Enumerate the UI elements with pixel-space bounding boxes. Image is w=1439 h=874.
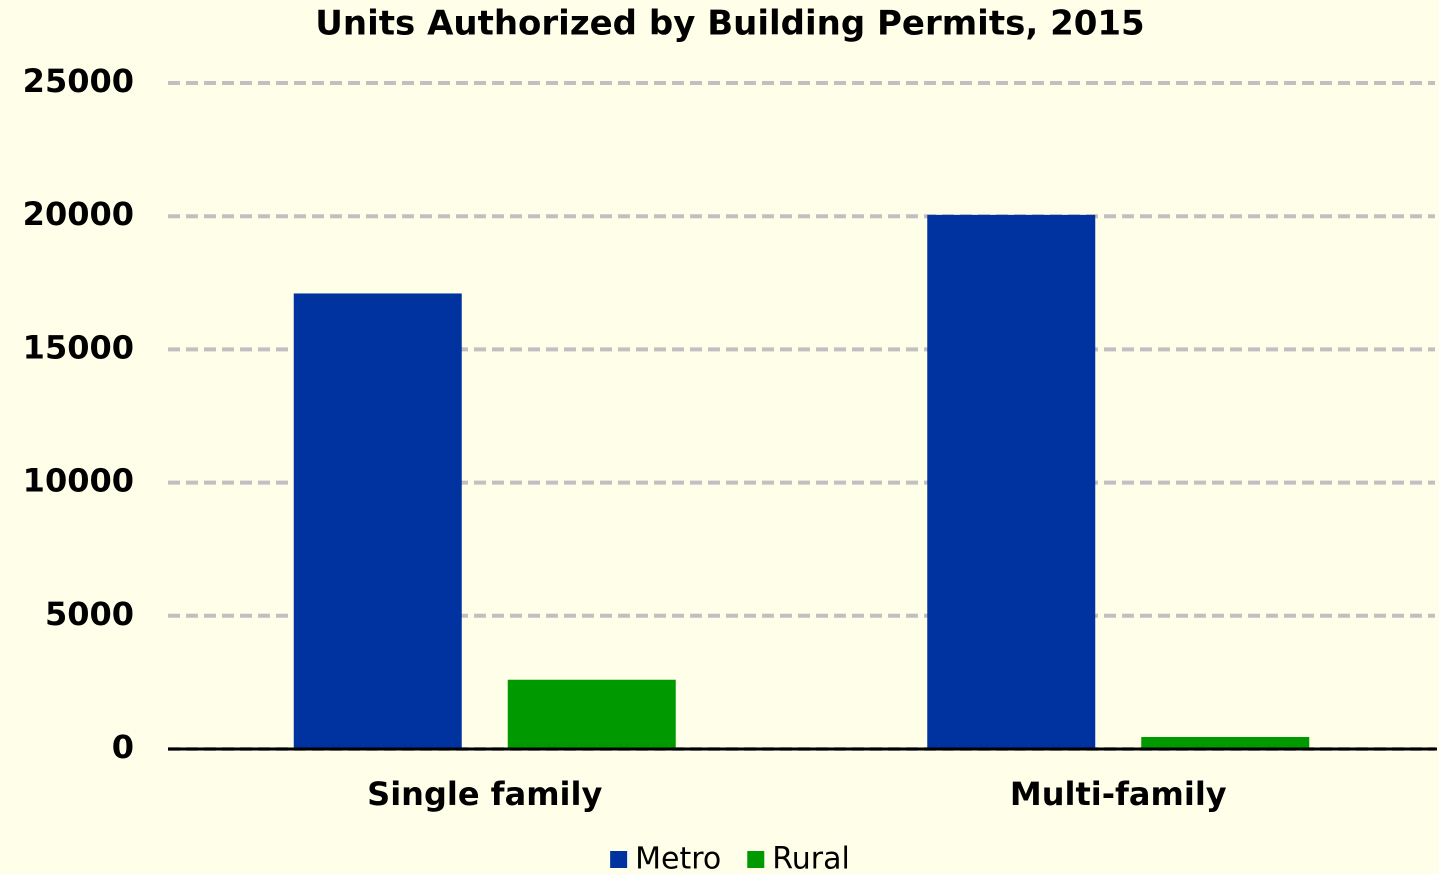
legend-swatch <box>610 851 628 868</box>
bar <box>927 214 1096 750</box>
legend-label: Metro <box>635 842 721 874</box>
y-tick-label: 20000 <box>23 195 134 233</box>
chart-title: Units Authorized by Building Permits, 20… <box>315 4 1144 44</box>
y-tick-label: 0 <box>112 728 134 766</box>
bar <box>1141 737 1310 749</box>
y-tick-label: 10000 <box>23 462 134 500</box>
legend-label: Rural <box>772 842 850 874</box>
x-tick-label: Multi-family <box>1010 775 1227 813</box>
y-tick-label: 25000 <box>23 62 134 100</box>
legend-swatch <box>747 851 765 868</box>
x-tick-label: Single family <box>367 775 602 813</box>
bar <box>507 679 676 749</box>
bar <box>293 293 462 749</box>
y-tick-label: 5000 <box>45 595 134 633</box>
y-tick-label: 15000 <box>23 328 134 366</box>
